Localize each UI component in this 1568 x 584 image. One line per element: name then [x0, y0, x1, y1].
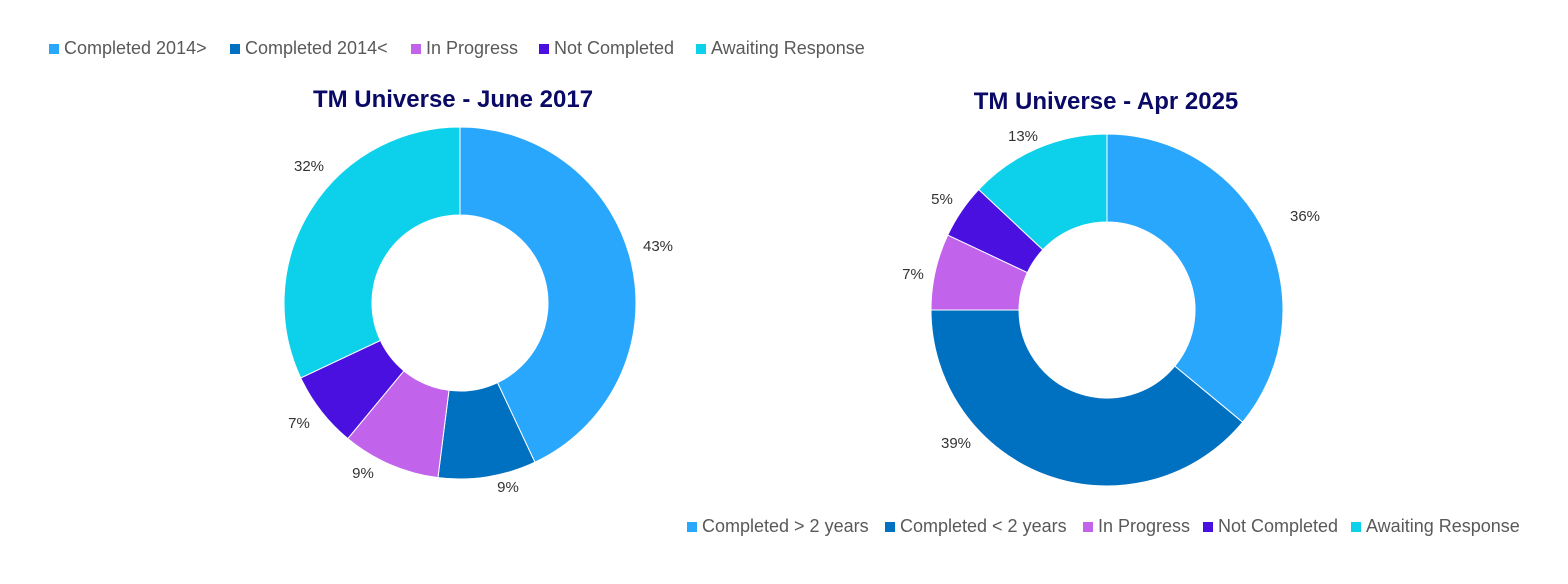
legend-1-label-awaiting-response: Awaiting Response — [711, 38, 865, 58]
donut-chart-1: 43% 9% 9% 7% 32% — [283, 126, 673, 496]
legend-1-swatch-completed-2014 — [230, 44, 240, 54]
legend-2-swatch-completed-2-years — [687, 522, 697, 532]
chart-1-label-in-progress: 9% — [352, 465, 374, 482]
chart-1-slice-awaiting-response — [283, 126, 461, 379]
donut-chart-2: 36% 39% 7% 5% 13% — [902, 128, 1320, 487]
chart-2-label-not-completed: 5% — [931, 191, 953, 208]
chart-1-title: TM Universe - June 2017 — [313, 86, 593, 113]
chart-1-label-not-completed: 7% — [288, 415, 310, 432]
legend-2-label-completed-2-years: Completed > 2 years — [702, 516, 869, 536]
chart-2-slice-completed-2-years — [1106, 133, 1284, 423]
legend-1-swatch-awaiting-response — [696, 44, 706, 54]
legend-1-swatch-in-progress — [411, 44, 421, 54]
legend-2-label-not-completed: Not Completed — [1218, 516, 1338, 536]
chart-2-slice-completed-2-years — [930, 309, 1244, 487]
legend-2-label-completed-2-years: Completed < 2 years — [900, 516, 1067, 536]
chart-2-label-awaiting-response: 13% — [1008, 128, 1038, 145]
legend-2-swatch-not-completed — [1203, 522, 1213, 532]
legend-1-swatch-not-completed — [539, 44, 549, 54]
legend-2-swatch-awaiting-response — [1351, 522, 1361, 532]
chart-2-label-completed-2-years: 39% — [941, 435, 971, 452]
legend-1-label-completed-2014: Completed 2014> — [64, 38, 207, 58]
chart-2-label-in-progress: 7% — [902, 266, 924, 283]
legend-2-swatch-completed-2-years — [885, 522, 895, 532]
chart-2-slice-awaiting-response — [977, 133, 1108, 251]
chart-2-title: TM Universe - Apr 2025 — [974, 88, 1239, 115]
chart-1-slice-completed-2014 — [459, 126, 637, 463]
chart-1-label-awaiting-response: 32% — [294, 158, 324, 175]
legend-1-label-in-progress: In Progress — [426, 38, 518, 58]
legend-2-label-awaiting-response: Awaiting Response — [1366, 516, 1520, 536]
legend-1-swatch-completed-2014 — [49, 44, 59, 54]
legend-1-label-completed-2014: Completed 2014< — [245, 38, 388, 58]
chart-2-label-completed-2-years: 36% — [1290, 208, 1320, 225]
legend-2-label-in-progress: In Progress — [1098, 516, 1190, 536]
legend-chart-1: Completed 2014> Completed 2014< In Progres… — [49, 38, 865, 58]
chart-1-label-completed-2014: 43% — [643, 238, 673, 255]
legend-1-label-not-completed: Not Completed — [554, 38, 674, 58]
legend-2-swatch-in-progress — [1083, 522, 1093, 532]
chart-1-label-completed-2014: 9% — [497, 479, 519, 496]
legend-chart-2: Completed > 2 years Completed < 2 years In… — [687, 516, 1520, 536]
